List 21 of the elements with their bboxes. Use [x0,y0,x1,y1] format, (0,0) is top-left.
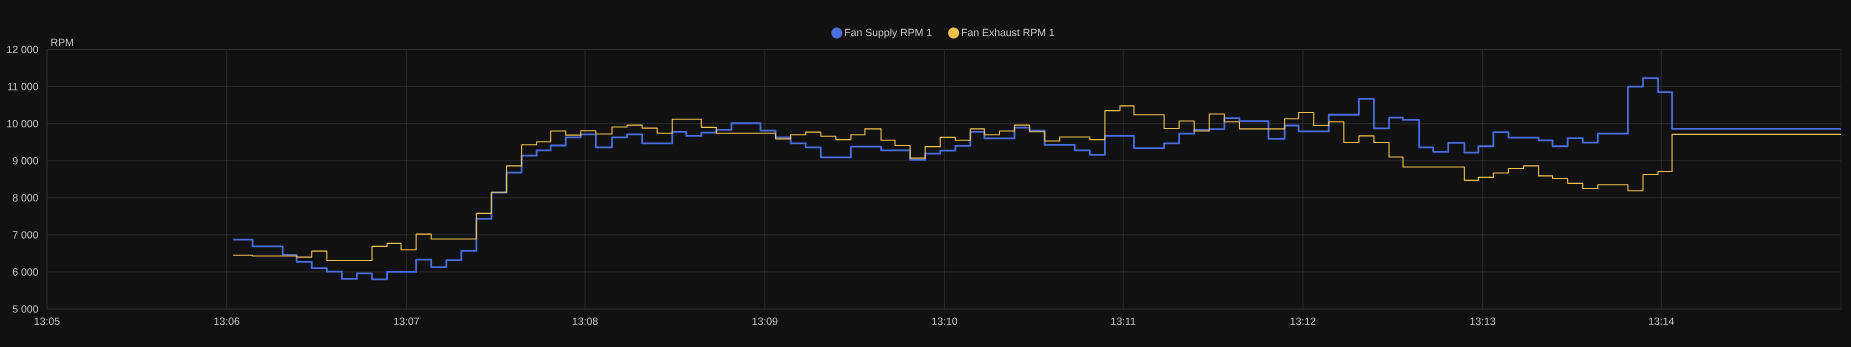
x-tick-label: 13:10 [932,317,958,325]
x-tick-label: 13:11 [1111,317,1136,325]
legend-label: Fan Supply RPM 1 [845,28,932,39]
y-tick-label: 10 000 [7,119,39,128]
y-tick-label: 6 000 [12,268,39,276]
x-tick-label: 13:13 [1470,317,1496,325]
x-tick-label: 13:14 [1649,317,1675,325]
x-tick-label: 13:05 [34,317,60,325]
y-tick-label: 12 000 [7,45,39,54]
x-tick-label: 13:08 [572,317,598,325]
y-tick-label: 8 000 [12,194,39,202]
y-tick-label: 7 000 [12,231,39,239]
y-tick-label: 11 000 [8,82,39,91]
y-axis-title: RPM [51,38,73,46]
x-tick-label: 13:09 [752,317,778,325]
x-tick-label: 13:07 [394,317,419,325]
x-tick-label: 13:06 [214,317,240,325]
legend-label: Fan Exhaust RPM 1 [961,28,1055,37]
y-tick-label: 9 000 [12,157,39,165]
y-tick-label: 5 000 [12,305,39,313]
x-tick-label: 13:12 [1290,317,1316,325]
